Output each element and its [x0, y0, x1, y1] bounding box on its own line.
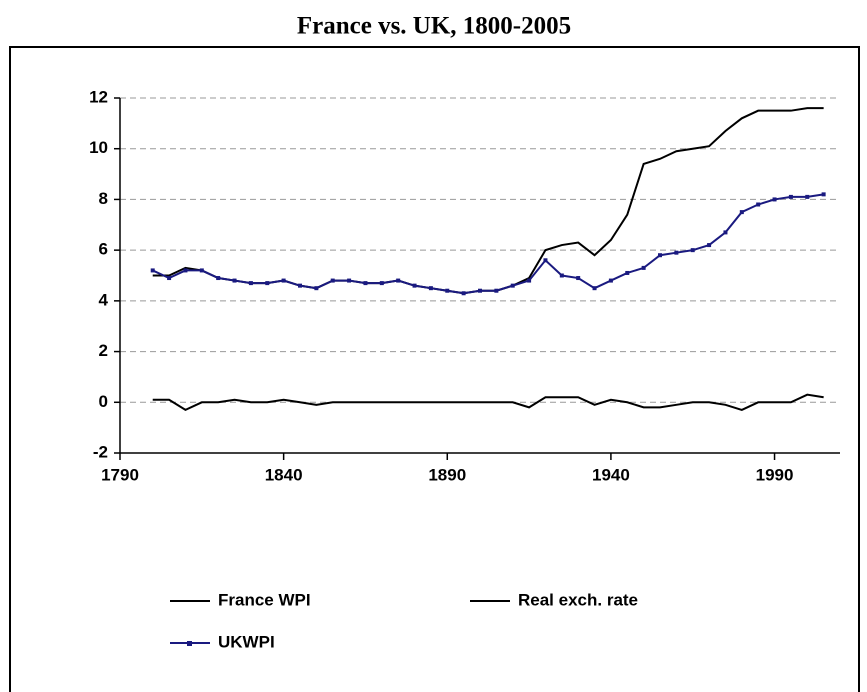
point — [445, 288, 450, 293]
point — [347, 278, 352, 283]
y-tick-label: 12 — [89, 87, 108, 106]
point — [527, 278, 532, 283]
x-tick-label: 1890 — [428, 465, 466, 484]
point — [674, 250, 679, 255]
legend-label: Real exch. rate — [518, 590, 638, 609]
point — [150, 268, 155, 273]
point — [396, 278, 401, 283]
y-tick-label: -2 — [93, 442, 108, 461]
point — [510, 283, 515, 288]
point — [723, 230, 728, 235]
point — [314, 286, 319, 291]
point — [330, 278, 335, 283]
point — [281, 278, 286, 283]
point — [478, 288, 482, 293]
point — [788, 194, 793, 199]
point — [183, 268, 188, 273]
x-tick-label: 1840 — [265, 465, 303, 484]
point — [543, 258, 548, 263]
point — [756, 202, 761, 207]
legend-label: France WPI — [218, 590, 311, 609]
point — [592, 286, 597, 291]
point — [363, 281, 368, 286]
point — [805, 194, 810, 199]
point — [461, 291, 466, 296]
point — [772, 197, 777, 202]
chart-frame — [9, 46, 860, 692]
point — [576, 276, 581, 281]
point — [494, 288, 499, 293]
series-line — [152, 193, 824, 295]
chart-title: France vs. UK, 1800-2005 — [297, 13, 571, 40]
series-line — [152, 107, 824, 295]
x-tick-label: 1990 — [756, 465, 794, 484]
x-tick-label: 1790 — [101, 465, 139, 484]
legend-label: UKWPI — [218, 632, 275, 651]
point — [428, 286, 433, 291]
point — [658, 253, 662, 258]
point — [298, 283, 302, 288]
point — [608, 278, 613, 283]
point — [412, 283, 417, 288]
point — [690, 248, 695, 253]
y-tick-label: 2 — [99, 341, 108, 360]
point — [216, 276, 221, 281]
point — [232, 278, 237, 283]
point — [379, 281, 384, 286]
y-tick-label: 10 — [89, 138, 108, 157]
legend-marker — [187, 641, 192, 646]
x-tick-label: 1940 — [592, 465, 630, 484]
point — [821, 192, 826, 197]
y-tick-label: 6 — [99, 240, 108, 259]
point — [167, 276, 172, 281]
point — [707, 243, 712, 248]
y-tick-label: 4 — [99, 290, 109, 309]
series-line — [152, 393, 824, 412]
y-tick-label: 0 — [99, 392, 108, 411]
point — [199, 268, 204, 273]
point — [739, 210, 744, 215]
point — [248, 281, 253, 286]
point — [559, 273, 564, 278]
point — [265, 281, 270, 286]
y-tick-label: 8 — [99, 189, 108, 208]
point — [625, 270, 630, 275]
point — [641, 265, 646, 270]
